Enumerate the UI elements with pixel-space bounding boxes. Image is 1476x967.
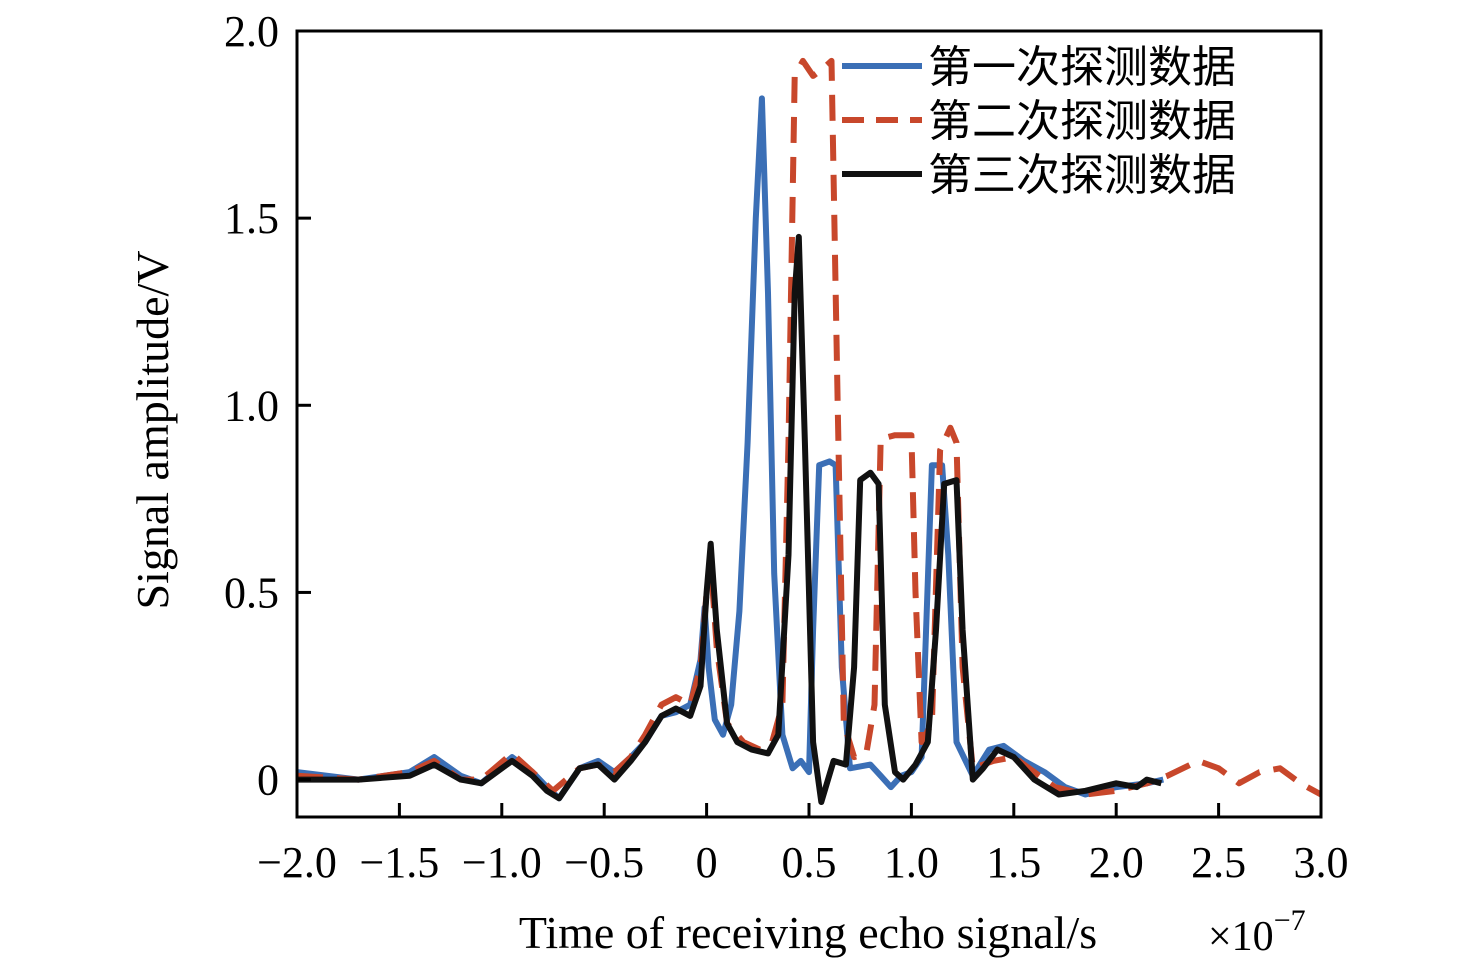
x-exponent-base: ×10 bbox=[1208, 914, 1274, 960]
x-tick-label: −1.5 bbox=[359, 838, 439, 887]
x-axis-title: Time of receiving echo signal/s bbox=[519, 907, 1097, 958]
x-tick-label: 2.0 bbox=[1089, 838, 1144, 887]
tick-layer: −2.0 −1.5 −1.0 −0.5 0 0.5 1.0 1.5 2.0 2.5 3.0 0 0.5 1… bbox=[224, 7, 1349, 887]
y-tick-label: 0 bbox=[257, 756, 279, 805]
x-tick-label: 3.0 bbox=[1294, 838, 1349, 887]
x-tick-label: 1.0 bbox=[884, 838, 939, 887]
series-line-1 bbox=[297, 95, 1164, 802]
x-tick-label: 0.5 bbox=[782, 838, 837, 887]
y-axis-title: Signal amplitude/V bbox=[127, 250, 178, 609]
series-line-2 bbox=[297, 57, 1321, 798]
x-exponent-label: ×10−7 bbox=[1208, 904, 1306, 960]
x-tick-label: −0.5 bbox=[564, 838, 644, 887]
y-tick-label: 1.0 bbox=[224, 381, 279, 430]
y-tick-label: 2.0 bbox=[224, 7, 279, 56]
x-tick-label: 2.5 bbox=[1191, 838, 1246, 887]
legend-label-1: 第一次探测数据 bbox=[928, 42, 1236, 93]
x-tick-label: −1.0 bbox=[462, 838, 542, 887]
y-tick-label: 0.5 bbox=[224, 568, 279, 617]
x-tick-label: 1.5 bbox=[986, 838, 1041, 887]
x-exponent-power: −7 bbox=[1274, 904, 1306, 937]
series-line-3 bbox=[297, 233, 1163, 805]
y-tick-label: 1.5 bbox=[224, 194, 279, 243]
legend-label-3: 第三次探测数据 bbox=[928, 150, 1236, 201]
legend-label-2: 第二次探测数据 bbox=[928, 96, 1236, 147]
x-tick-label: 0 bbox=[696, 838, 718, 887]
x-tick-label: −2.0 bbox=[257, 838, 337, 887]
series-layer bbox=[297, 57, 1321, 805]
